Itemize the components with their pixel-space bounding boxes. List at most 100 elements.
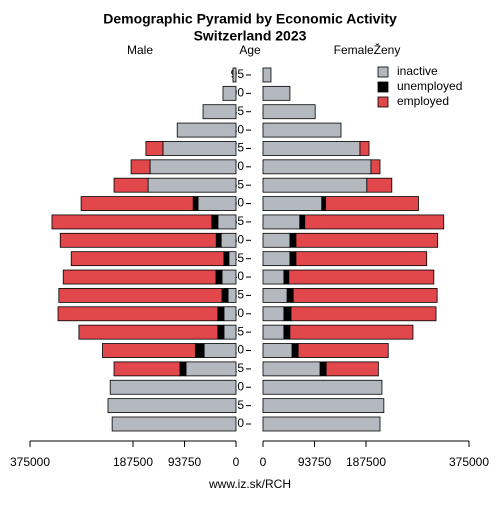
bar-male — [176, 122, 237, 138]
bar-female — [292, 288, 438, 303]
bar-female — [325, 361, 379, 377]
legend-label: inactive — [397, 64, 438, 78]
bar-female — [262, 324, 285, 340]
bar-female — [370, 159, 381, 175]
legend-swatch — [377, 66, 389, 78]
bar-female — [262, 361, 321, 377]
bar-male — [80, 196, 194, 211]
bar-male — [113, 361, 181, 377]
bar-female — [295, 251, 428, 267]
bar-female — [262, 251, 291, 267]
bar-female — [289, 232, 297, 248]
bar-female — [262, 122, 342, 138]
bar-female — [262, 232, 291, 248]
legend-label: unemployed — [397, 79, 462, 93]
bar-female — [299, 214, 306, 230]
x-tick-label: 0 — [233, 455, 240, 469]
bar-male — [215, 232, 222, 248]
x-tick-label: 0 — [260, 455, 267, 469]
right-label: FemaleŽeny — [334, 42, 401, 57]
bar-male — [222, 85, 237, 101]
chart-subtitle: Switzerland 2023 — [194, 28, 307, 44]
bar-male — [107, 398, 237, 414]
chart-title: Demographic Pyramid by Economic Activity — [103, 11, 397, 27]
bar-male — [202, 104, 237, 120]
footer: www.iz.sk/RCH — [208, 477, 291, 491]
bar-female — [262, 104, 316, 120]
bar-female — [262, 269, 285, 285]
bar-female — [262, 177, 368, 193]
bar-male — [102, 343, 196, 358]
bar-male — [59, 232, 217, 248]
bar-female — [283, 269, 290, 285]
bar-male — [215, 269, 223, 285]
left-label: Male — [127, 43, 153, 57]
bar-male — [62, 269, 217, 285]
age-label: 0 — [237, 416, 244, 430]
bar-male — [70, 251, 225, 267]
bar-female — [290, 306, 437, 322]
bar-male — [192, 196, 199, 211]
x-tick-label: 187500 — [346, 455, 386, 469]
bar-male — [197, 196, 237, 211]
bar-female — [262, 398, 385, 414]
bar-female — [286, 288, 294, 303]
legend-label: employed — [397, 94, 449, 108]
bar-male — [223, 306, 237, 322]
bar-male — [147, 177, 237, 193]
bar-male — [130, 159, 151, 175]
center-label: Age — [239, 43, 261, 57]
bar-male — [149, 159, 237, 175]
bar-female — [304, 214, 445, 230]
legend-swatch — [377, 81, 389, 93]
legend-swatch — [377, 96, 389, 108]
bar-male — [185, 361, 237, 377]
bar-male — [232, 67, 237, 83]
bar-female — [262, 379, 383, 395]
bar-male — [217, 324, 225, 340]
bar-male — [221, 269, 237, 285]
bar-female — [262, 67, 272, 83]
bar-male — [145, 141, 164, 156]
bar-male — [179, 361, 187, 377]
bar-male — [217, 306, 225, 322]
bar-male — [211, 214, 219, 230]
bar-male — [203, 343, 237, 358]
bar-female — [283, 324, 291, 340]
bar-male — [220, 232, 237, 248]
bar-male — [51, 214, 213, 230]
bar-female — [283, 306, 292, 322]
bar-male — [194, 343, 205, 358]
bar-female — [289, 324, 414, 340]
bar-female — [295, 232, 439, 248]
bar-male — [111, 416, 237, 432]
bar-female — [262, 214, 301, 230]
bar-male — [78, 324, 219, 340]
bar-male — [109, 379, 237, 395]
bar-male — [162, 141, 237, 156]
bar-male — [217, 214, 237, 230]
bar-female — [288, 269, 435, 285]
age-label: 5 — [237, 398, 244, 412]
x-tick-label: 375000 — [10, 455, 50, 469]
x-tick-label: 93750 — [298, 455, 332, 469]
bar-female — [366, 177, 393, 193]
bar-female — [325, 196, 419, 211]
bar-female — [262, 288, 288, 303]
x-tick-label: 93750 — [168, 455, 202, 469]
bar-female — [262, 85, 291, 101]
bar-male — [228, 251, 237, 267]
bar-male — [223, 324, 237, 340]
x-tick-label: 187500 — [113, 455, 153, 469]
bar-female — [289, 251, 297, 267]
bar-male — [227, 288, 237, 303]
bar-male — [58, 288, 223, 303]
bar-female — [297, 343, 389, 358]
bar-female — [262, 306, 285, 322]
bar-female — [359, 141, 370, 156]
bar-male — [57, 306, 219, 322]
bar-female — [321, 196, 327, 211]
bar-female — [262, 159, 372, 175]
bar-female — [319, 361, 327, 377]
